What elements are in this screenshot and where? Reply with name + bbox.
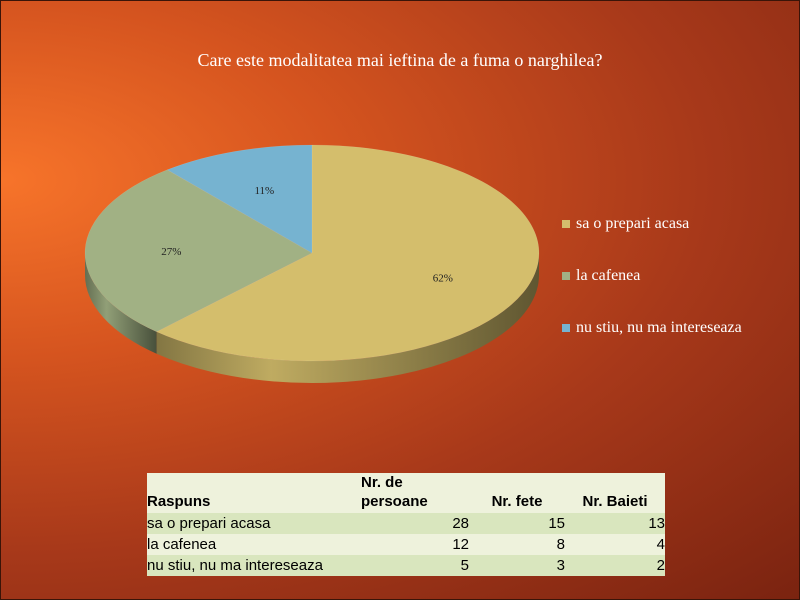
table-header-row: Raspuns Nr. de persoane Nr. fete Nr. Bai… xyxy=(147,473,665,513)
header-raspuns: Raspuns xyxy=(147,473,361,513)
legend-swatch xyxy=(562,220,570,228)
legend-swatch xyxy=(562,324,570,332)
cell-persoane: 12 xyxy=(361,534,469,555)
header-baieti: Nr. Baieti xyxy=(565,473,665,513)
legend-item-nu-stiu: nu stiu, nu ma intereseaza xyxy=(562,316,742,339)
cell-fete: 8 xyxy=(469,534,565,555)
cell-fete: 3 xyxy=(469,555,565,576)
cell-raspuns: sa o prepari acasa xyxy=(147,513,361,534)
header-persoane: Nr. de persoane xyxy=(361,473,469,513)
cell-baieti: 13 xyxy=(565,513,665,534)
legend-label: nu stiu, nu ma intereseaza xyxy=(576,319,742,336)
pie-slice-nu-stiu xyxy=(166,144,313,254)
pie-slice-acasa xyxy=(156,144,540,362)
cell-baieti: 2 xyxy=(565,555,665,576)
legend-item-cafenea: la cafenea xyxy=(562,264,640,287)
header-fete: Nr. fete xyxy=(469,473,565,513)
pie-side-acasa xyxy=(156,253,540,384)
table-row: la cafenea 12 8 4 xyxy=(147,534,665,555)
cell-raspuns: la cafenea xyxy=(147,534,361,555)
pie-side-cafenea xyxy=(85,253,157,354)
legend-label: la cafenea xyxy=(576,267,641,284)
cell-raspuns: nu stiu, nu ma intereseaza xyxy=(147,555,361,576)
pie-slice-cafenea xyxy=(84,169,313,333)
legend-item-acasa: sa o prepari acasa xyxy=(562,212,689,235)
chart-title: Care este modalitatea mai ieftina de a f… xyxy=(197,50,603,70)
data-table: Raspuns Nr. de persoane Nr. fete Nr. Bai… xyxy=(147,473,665,576)
data-label-nu-stiu: 11% xyxy=(254,185,274,197)
cell-persoane: 5 xyxy=(361,555,469,576)
pie-chart: 62% 27% 11% xyxy=(84,144,540,384)
cell-persoane: 28 xyxy=(361,513,469,534)
data-label-cafenea: 27% xyxy=(161,246,181,258)
cell-baieti: 4 xyxy=(565,534,665,555)
legend-swatch xyxy=(562,272,570,280)
legend-label: sa o prepari acasa xyxy=(576,215,690,232)
cell-fete: 15 xyxy=(469,513,565,534)
data-label-acasa: 62% xyxy=(433,273,453,285)
table-row: nu stiu, nu ma intereseaza 5 3 2 xyxy=(147,555,665,576)
table-row: sa o prepari acasa 28 15 13 xyxy=(147,513,665,534)
